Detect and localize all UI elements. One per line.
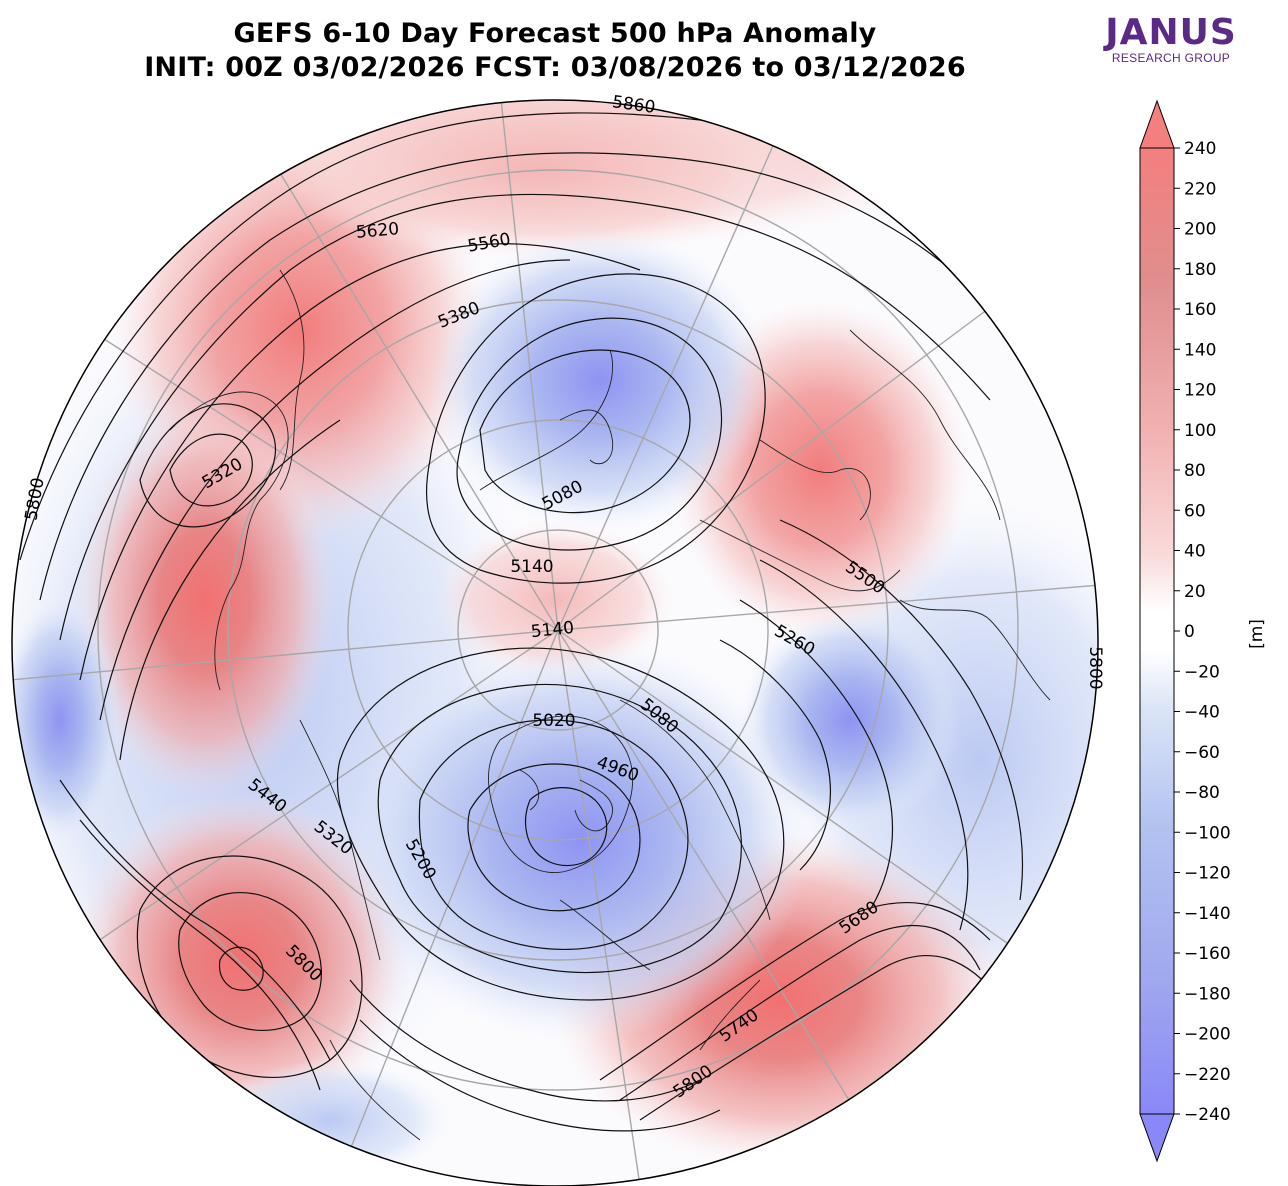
colorbar-tick-label: −240 [1184, 1105, 1231, 1125]
chart-title: GEFS 6-10 Day Forecast 500 hPa Anomaly [233, 18, 877, 49]
colorbar-tick-label: −80 [1184, 783, 1220, 803]
contour-label: 5140 [510, 557, 553, 577]
contour-label: 5800 [1085, 646, 1105, 689]
colorbar-tick-label: 140 [1184, 340, 1216, 360]
coastlines [169, 269, 1051, 1141]
colorbar-tick-label: 60 [1184, 501, 1206, 521]
colorbar-tick-label: 80 [1184, 461, 1206, 481]
height-contours [19, 112, 1061, 1132]
colorbar-tick-label: −180 [1184, 984, 1231, 1004]
contour-label: 5020 [532, 711, 575, 731]
colorbar-tick-label: −120 [1184, 864, 1231, 884]
globe-boundary [11, 99, 1099, 1186]
colorbar-tick-label: 20 [1184, 582, 1206, 602]
colorbar-tick-label: −200 [1184, 1025, 1231, 1045]
janus-logo-subtitle: RESEARCH GROUP [1111, 51, 1231, 65]
contour-label: 5620 [355, 219, 400, 243]
colorbar-tick-label: 40 [1184, 542, 1206, 562]
colorbar-tick-label: −100 [1184, 823, 1231, 843]
janus-logo: JANUS [1105, 12, 1237, 53]
colorbar-unit-label: [m] [1247, 619, 1267, 649]
colorbar-tick-label: 180 [1184, 260, 1216, 280]
colorbar-extend-bottom [1139, 1113, 1175, 1163]
colorbar-tick-label: 0 [1184, 622, 1195, 642]
colorbar-tick-label: 200 [1184, 220, 1216, 240]
colorbar-tick-label: −40 [1184, 703, 1220, 723]
chart-subtitle: INIT: 00Z 03/02/2026 FCST: 03/08/2026 to… [144, 52, 966, 83]
colorbar-tick-label: −60 [1184, 743, 1220, 763]
colorbar-tick-label: −140 [1184, 904, 1231, 924]
colorbar-tick-label: 100 [1184, 421, 1216, 441]
contour-label: 5140 [530, 618, 575, 642]
colorbar-tick-label: −160 [1184, 944, 1231, 964]
colorbar-tick-label: −220 [1184, 1065, 1231, 1085]
colorbar-tick-label: 160 [1184, 300, 1216, 320]
colorbar-tick-label: 120 [1184, 381, 1216, 401]
colorbar-tick-label: 220 [1184, 179, 1216, 199]
colorbar-body [1139, 147, 1175, 1115]
colorbar: 240220200180160140120100806040200−20−40−… [1139, 99, 1267, 1163]
anomaly-shading [12, 100, 1098, 1186]
colorbar-tick-label: 240 [1184, 139, 1216, 159]
colorbar-extend-top [1139, 99, 1175, 149]
graticule [12, 100, 1098, 1186]
colorbar-tick-label: −20 [1184, 662, 1220, 682]
